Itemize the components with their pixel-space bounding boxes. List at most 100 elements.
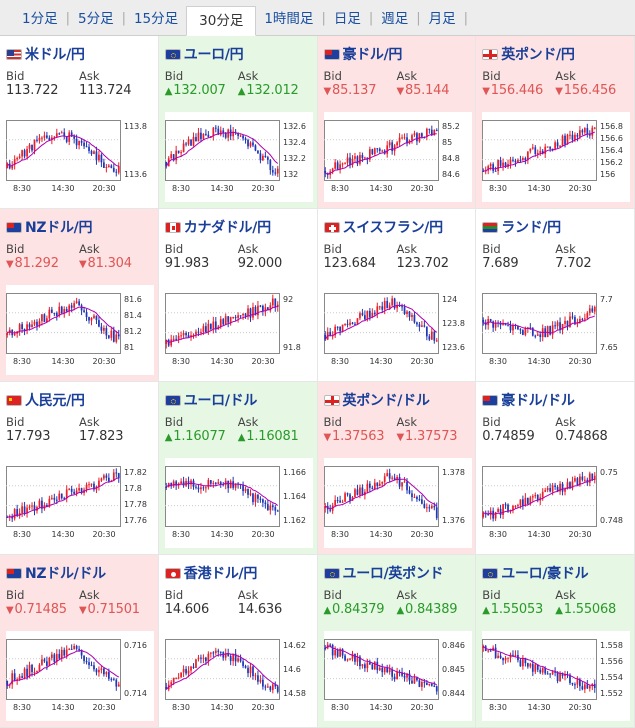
rate-card[interactable]: 豪ドル/ドル Bid Ask 0.74859 0.74868 0.75 0.748 8:30 1… xyxy=(476,382,635,555)
candlestick-chart[interactable]: 1.558 1.556 1.554 1.552 8:30 14:30 20:30 xyxy=(480,629,631,721)
pair-header[interactable]: NZドル/ドル xyxy=(6,563,106,583)
tab-2[interactable]: 15分足 xyxy=(133,11,179,27)
pair-name-link[interactable]: 豪ドル/円 xyxy=(342,47,403,63)
pair-header[interactable]: 英ポンド/ドル xyxy=(323,390,430,410)
rate-card[interactable]: ユーロ/円 Bid Ask ▲132.007 ▲132.012 132.6 132.4 132… xyxy=(158,36,318,209)
rate-card[interactable]: 人民元/円 Bid Ask 17.793 17.823 17.82 17.8 17.78 17.… xyxy=(0,382,159,555)
rate-card[interactable]: 香港ドル/円 Bid Ask 14.606 14.636 14.62 14.6 14.58 8:… xyxy=(158,555,318,728)
rate-card[interactable]: ユーロ/ドル Bid Ask ▲1.16077 ▲1.16081 1.166 1.164 1.… xyxy=(158,382,318,555)
pair-name-link[interactable]: NZドル/円 xyxy=(25,220,93,236)
rate-card[interactable]: ランド/円 Bid Ask 7.689 7.702 7.7 7.65 8:30 14:30 20:… xyxy=(476,209,635,382)
tab-4[interactable]: 1時間足 xyxy=(264,11,314,27)
candle-body xyxy=(507,325,510,327)
rate-card[interactable]: ユーロ/英ポンド Bid Ask ▲0.84379 ▲0.84389 0.846 0.845… xyxy=(317,555,477,728)
pair-name-link[interactable]: 英ポンド/円 xyxy=(501,47,575,63)
candle-body xyxy=(522,657,525,667)
pair-header[interactable]: ユーロ/英ポンド xyxy=(323,563,444,583)
pair-name-link[interactable]: スイスフラン/円 xyxy=(342,220,444,236)
rate-card[interactable]: NZドル/ドル Bid Ask ▼0.71485 ▼0.71501 0.716 0.714 8… xyxy=(0,555,159,728)
candlestick-chart[interactable]: 1.378 1.376 8:30 14:30 20:30 xyxy=(322,456,472,548)
pair-header[interactable]: カナダドル/円 xyxy=(164,217,271,237)
pair-header[interactable]: 英ポンド/円 xyxy=(482,44,575,64)
pair-name-link[interactable]: NZドル/ドル xyxy=(25,566,106,582)
candle-body xyxy=(537,334,539,336)
rate-card[interactable]: ユーロ/豪ドル Bid Ask ▲1.55053 ▲1.55068 1.558 1.556 1… xyxy=(476,555,635,728)
pair-header[interactable]: 香港ドル/円 xyxy=(164,563,258,583)
pair-header[interactable]: ユーロ/豪ドル xyxy=(482,563,589,583)
rate-card[interactable]: NZドル/円 Bid Ask ▼81.292 ▼81.304 81.6 81.4 81.2 81… xyxy=(0,209,159,382)
down-arrow-icon: ▼ xyxy=(555,86,563,97)
candle-body xyxy=(586,312,589,319)
pair-name-link[interactable]: 香港ドル/円 xyxy=(183,566,258,582)
y-tick-label: 85 xyxy=(442,138,452,147)
moving-average-line xyxy=(165,652,278,690)
pair-header[interactable]: NZドル/円 xyxy=(6,217,92,237)
candle-body xyxy=(542,491,544,498)
pair-name-link[interactable]: ユーロ/円 xyxy=(183,47,244,63)
tab-5[interactable]: 日足 xyxy=(333,11,361,27)
candle-body xyxy=(55,133,58,137)
candle-body xyxy=(202,133,205,139)
pair-name-link[interactable]: カナダドル/円 xyxy=(183,220,271,236)
tab-0[interactable]: 1分足 xyxy=(22,11,58,27)
pair-header[interactable]: スイスフラン/円 xyxy=(323,217,444,237)
rate-card[interactable]: カナダドル/円 Bid Ask 91.983 92.000 92 91.8 8:30 14:30… xyxy=(158,209,318,382)
pair-header[interactable]: ユーロ/ドル xyxy=(164,390,258,410)
pair-header[interactable]: ランド/円 xyxy=(482,217,561,237)
candlestick-chart[interactable]: 14.62 14.6 14.58 8:30 14:30 20:30 xyxy=(163,629,313,721)
pair-name-link[interactable]: 豪ドル/ドル xyxy=(501,393,575,409)
pair-header[interactable]: 人民元/円 xyxy=(6,390,85,410)
candle-body xyxy=(380,306,383,310)
up-arrow-icon: ▲ xyxy=(237,86,246,97)
bid-number: 123.684 xyxy=(323,256,377,271)
rate-card[interactable]: 英ポンド/ドル Bid Ask ▼1.37563 ▼1.37573 1.378 1.376 8… xyxy=(317,382,477,555)
candle-body xyxy=(410,135,413,141)
pair-name-link[interactable]: ユーロ/ドル xyxy=(183,393,258,409)
candlestick-chart[interactable]: 17.82 17.8 17.78 17.76 8:30 14:30 20:30 xyxy=(4,456,154,548)
tab-7[interactable]: 月足 xyxy=(428,11,456,27)
pair-name-link[interactable]: 人民元/円 xyxy=(25,393,85,409)
candlestick-chart[interactable]: 81.6 81.4 81.2 81 8:30 14:30 20:30 xyxy=(4,283,154,375)
pair-header[interactable]: 豪ドル/ドル xyxy=(482,390,575,410)
candle-body xyxy=(269,159,271,171)
candle-body xyxy=(68,132,71,142)
bid-label: Bid xyxy=(482,69,501,83)
ask-number: 17.823 xyxy=(79,429,124,444)
candle-body xyxy=(36,139,38,141)
candlestick-chart[interactable]: 92 91.8 8:30 14:30 20:30 xyxy=(163,283,313,375)
candle-body xyxy=(41,314,43,322)
pair-name-link[interactable]: 英ポンド/ドル xyxy=(342,393,430,409)
pair-name-link[interactable]: ユーロ/豪ドル xyxy=(501,566,589,582)
pair-name-link[interactable]: ユーロ/英ポンド xyxy=(342,566,444,582)
candlestick-chart[interactable]: 7.7 7.65 8:30 14:30 20:30 xyxy=(480,283,631,375)
candlestick-chart[interactable]: 124 123.8 123.6 8:30 14:30 20:30 xyxy=(322,283,472,375)
pair-name-link[interactable]: 米ドル/円 xyxy=(25,47,85,63)
candle-body xyxy=(561,135,564,146)
rate-card[interactable]: 米ドル/円 Bid Ask 113.722 113.724 113.8 113.6 8:30 1… xyxy=(0,36,159,209)
rate-card[interactable]: 英ポンド/円 Bid Ask ▼156.446 ▼156.456 156.8 156.6 15… xyxy=(476,36,635,209)
tab-6[interactable]: 週足 xyxy=(381,11,409,27)
tab-3[interactable]: 30分足 xyxy=(186,6,257,36)
pair-header[interactable]: 豪ドル/円 xyxy=(323,44,403,64)
rate-card[interactable]: 豪ドル/円 Bid Ask ▼85.137 ▼85.144 85.2 85 84.8 84.6 8… xyxy=(317,36,477,209)
candle-body xyxy=(43,659,46,662)
pair-header[interactable]: 米ドル/円 xyxy=(6,44,85,64)
candlestick-chart[interactable]: 113.8 113.6 8:30 14:30 20:30 xyxy=(4,110,154,202)
pair-header[interactable]: ユーロ/円 xyxy=(164,44,244,64)
candlestick-chart[interactable]: 0.75 0.748 8:30 14:30 20:30 xyxy=(480,456,631,548)
candlestick-chart[interactable]: 85.2 85 84.8 84.6 8:30 14:30 20:30 xyxy=(322,110,472,202)
tab-1[interactable]: 5分足 xyxy=(77,11,114,27)
candlestick-chart[interactable]: 0.846 0.845 0.844 8:30 14:30 20:30 xyxy=(322,629,472,721)
candlestick-chart[interactable]: 1.166 1.164 1.162 8:30 14:30 20:30 xyxy=(163,456,313,548)
candle-body xyxy=(197,331,200,333)
candle-body xyxy=(266,307,269,311)
pair-name-link[interactable]: ランド/円 xyxy=(501,220,561,236)
candlestick-chart[interactable]: 156.8 156.6 156.4 156.2 156 8:30 14:30 20:30 xyxy=(480,110,631,202)
candle-body xyxy=(70,648,73,650)
candle-body xyxy=(73,136,76,139)
candlestick-chart[interactable]: 0.716 0.714 8:30 14:30 20:30 xyxy=(4,629,154,721)
rate-card[interactable]: スイスフラン/円 Bid Ask 123.684 123.702 124 123.8 123.… xyxy=(317,209,477,382)
candle-body xyxy=(348,157,351,165)
candle-body xyxy=(11,673,14,685)
candlestick-chart[interactable]: 132.6 132.4 132.2 132 8:30 14:30 20:30 xyxy=(163,110,313,202)
